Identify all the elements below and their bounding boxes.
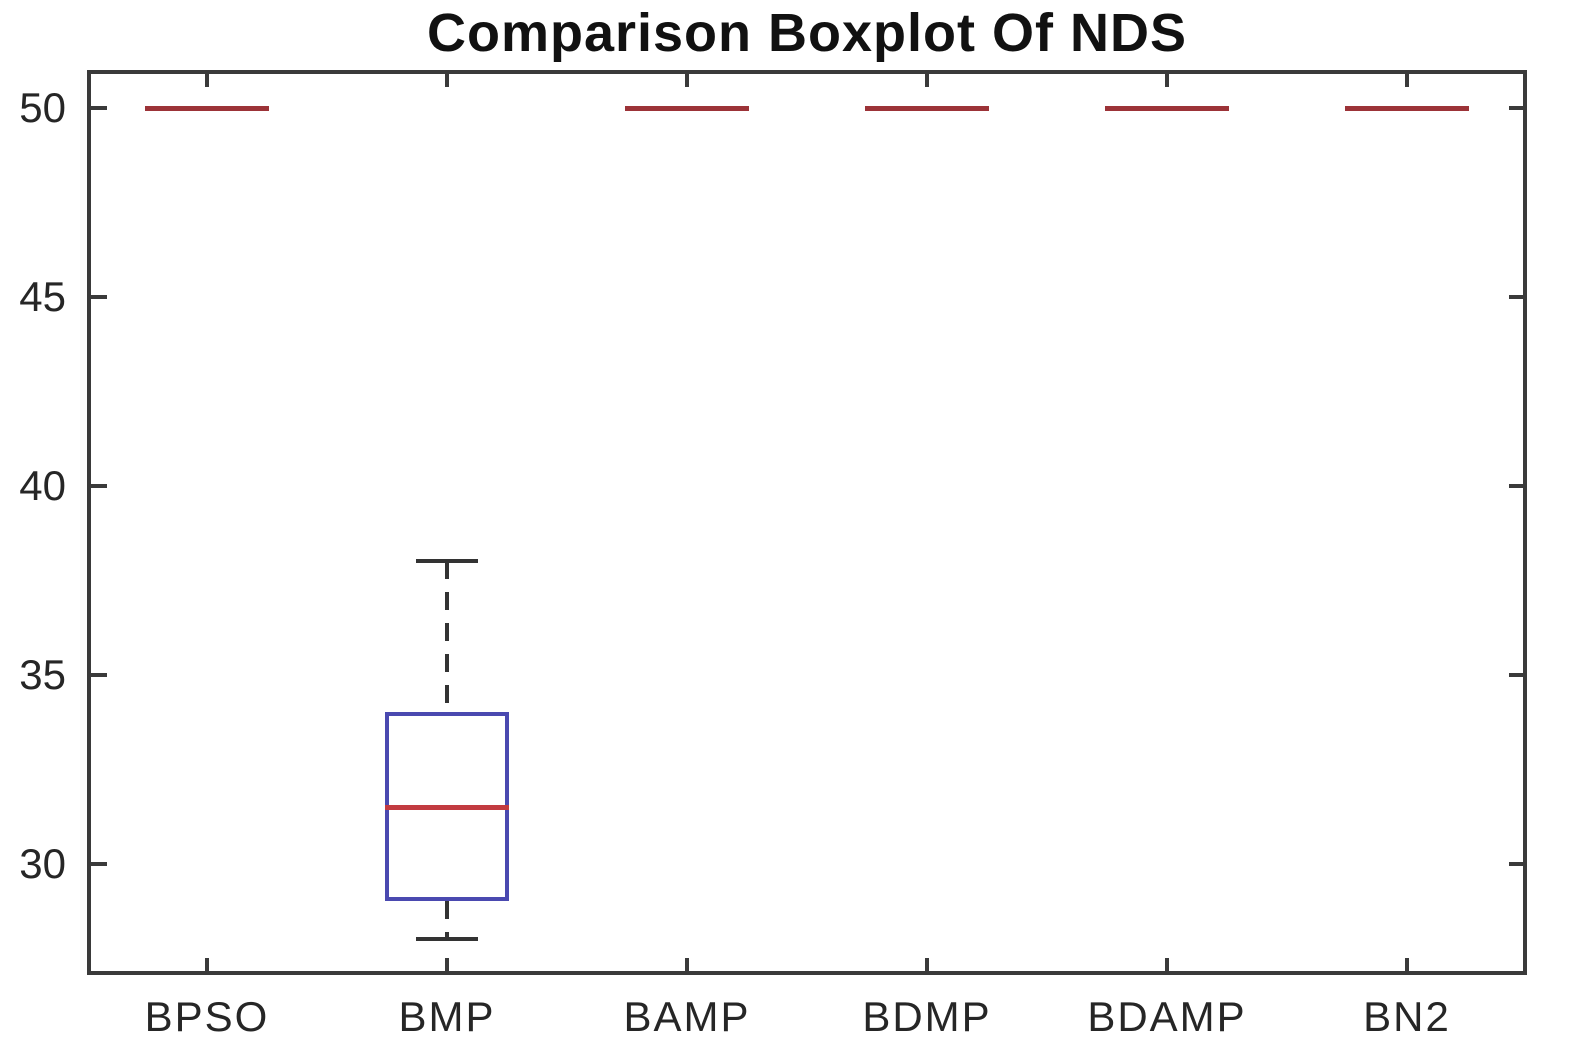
x-tick (445, 958, 449, 971)
plot-area (87, 70, 1527, 975)
chart-title: Comparison Boxplot Of NDS (426, 3, 1187, 63)
y-tick-mirror (1509, 861, 1523, 866)
x-tick (1165, 958, 1169, 971)
x-tick-mirror (1405, 74, 1409, 87)
y-tick-mirror (1509, 294, 1523, 299)
y-tick-label: 50 (19, 83, 66, 131)
x-tick (685, 958, 689, 971)
y-tick (91, 294, 107, 299)
whisker-cap-top (416, 559, 478, 564)
x-tick-label: BN2 (1363, 993, 1451, 1040)
y-tick-label: 40 (19, 461, 66, 509)
x-tick-mirror (205, 74, 209, 87)
lower-whisker (445, 901, 449, 940)
y-tick-label: 35 (19, 650, 66, 698)
y-tick (91, 672, 107, 677)
collapsed-box-line (1105, 105, 1229, 111)
collapsed-box-line (625, 105, 749, 111)
upper-whisker (445, 561, 449, 713)
y-tick-mirror (1509, 105, 1523, 110)
y-tick-label: 30 (19, 839, 66, 887)
x-tick-mirror (1165, 74, 1169, 87)
x-tick-mirror (445, 74, 449, 87)
y-tick (91, 861, 107, 866)
x-tick (205, 958, 209, 971)
x-tick-label: BDMP (862, 993, 992, 1040)
x-tick-label: BAMP (623, 993, 751, 1040)
y-tick-mirror (1509, 483, 1523, 488)
x-tick-label: BDAMP (1087, 993, 1247, 1040)
x-tick-label: BMP (398, 993, 496, 1040)
x-tick (1405, 958, 1409, 971)
collapsed-box-line (1345, 105, 1469, 111)
y-tick-label: 45 (19, 272, 66, 320)
x-tick-mirror (685, 74, 689, 87)
whisker-cap-bottom (416, 937, 478, 942)
x-tick-mirror (925, 74, 929, 87)
y-tick-mirror (1509, 672, 1523, 677)
collapsed-box-line (865, 105, 989, 111)
median-line (385, 804, 509, 810)
collapsed-box-line (145, 105, 269, 111)
x-tick (925, 958, 929, 971)
x-tick-label: BPSO (144, 993, 270, 1040)
y-tick (91, 105, 107, 110)
y-tick (91, 483, 107, 488)
